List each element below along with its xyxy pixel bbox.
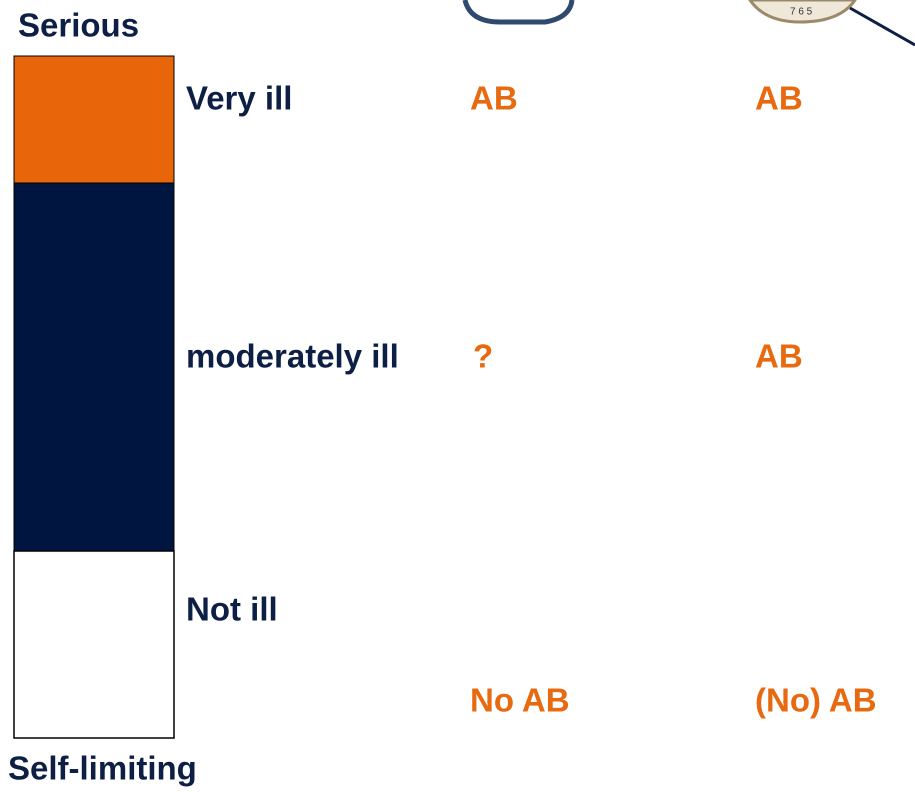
severity-serious [13, 55, 175, 184]
clock-icon: 7 6 5 [748, 0, 915, 47]
severity-moderate [13, 182, 175, 552]
stethoscope-icon [462, 0, 575, 25]
scale-bottom: Self-limiting [8, 750, 197, 787]
col2-value: AB [755, 338, 803, 375]
row-label: Not ill [186, 591, 278, 628]
col1-value: AB [470, 80, 518, 117]
row-label: moderately ill [186, 338, 399, 375]
severity-mild [13, 550, 175, 739]
col1-value: ? [473, 338, 493, 375]
col2-value: (No) AB [755, 682, 877, 719]
svg-text:7 6 5: 7 6 5 [790, 7, 813, 18]
col2-value: AB [755, 80, 803, 117]
col1-value: No AB [470, 682, 570, 719]
row-label: Very ill [186, 80, 292, 117]
scale-top: Serious [18, 7, 139, 44]
